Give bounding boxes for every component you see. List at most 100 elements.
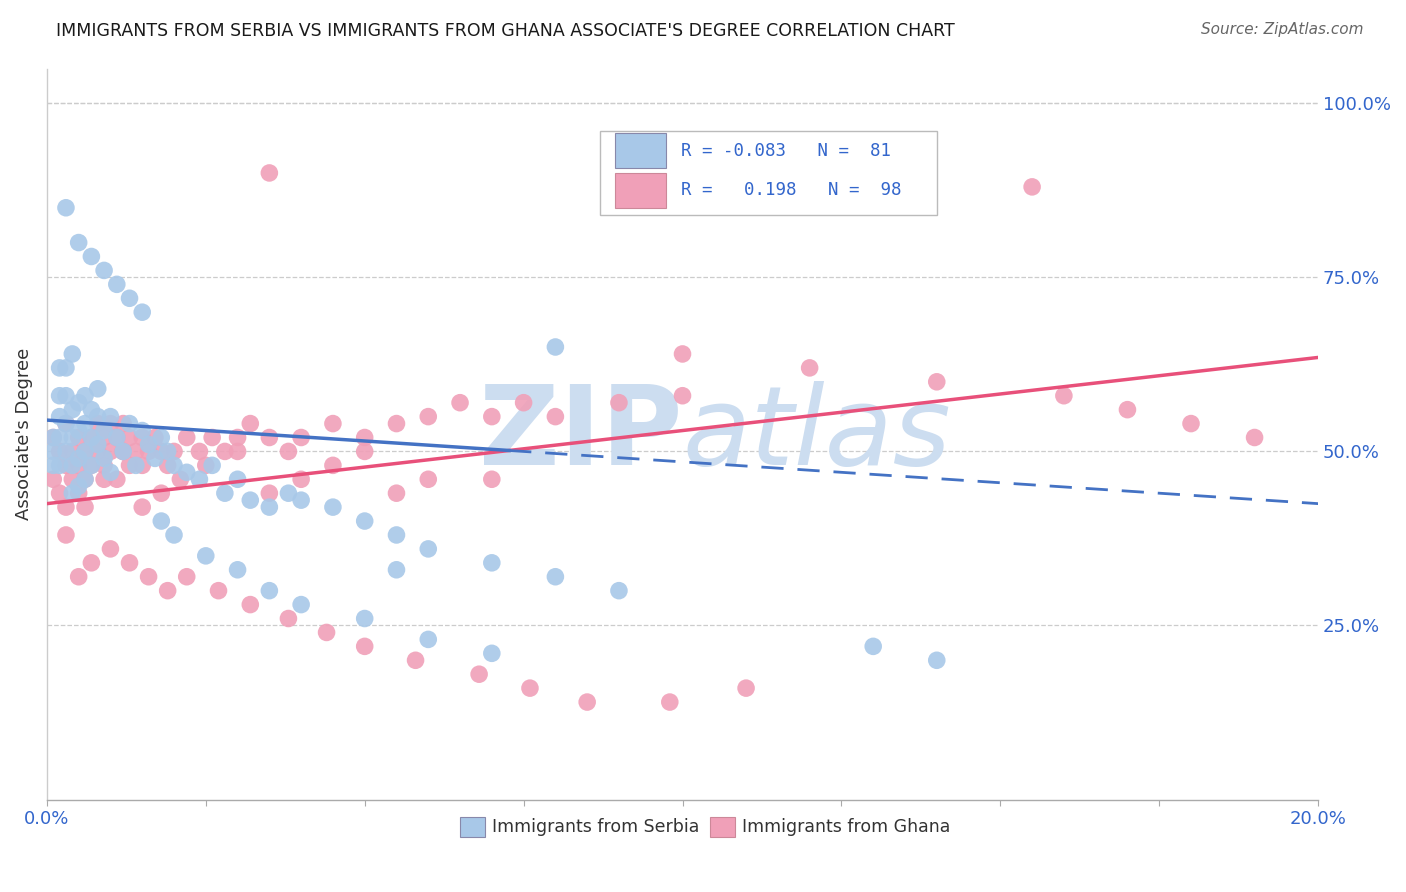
Point bbox=[188, 472, 211, 486]
Point bbox=[385, 486, 408, 500]
Point bbox=[163, 528, 186, 542]
Point bbox=[60, 430, 83, 444]
Text: ZIP: ZIP bbox=[479, 381, 682, 488]
Point bbox=[80, 458, 103, 473]
Point bbox=[60, 444, 83, 458]
Point bbox=[176, 430, 198, 444]
Point bbox=[100, 409, 122, 424]
Point bbox=[322, 500, 344, 515]
Point bbox=[201, 458, 224, 473]
Point bbox=[925, 653, 948, 667]
Point bbox=[48, 409, 70, 424]
Point bbox=[112, 444, 135, 458]
Point bbox=[544, 340, 567, 354]
Text: atlas: atlas bbox=[682, 381, 950, 488]
Point bbox=[353, 514, 375, 528]
Point bbox=[607, 395, 630, 409]
Point bbox=[143, 451, 166, 466]
Point bbox=[862, 640, 884, 654]
Point bbox=[118, 291, 141, 305]
Point bbox=[512, 395, 534, 409]
Point bbox=[385, 563, 408, 577]
Point bbox=[67, 486, 90, 500]
Point bbox=[290, 430, 312, 444]
Point bbox=[259, 166, 281, 180]
Point bbox=[150, 444, 173, 458]
Point bbox=[80, 430, 103, 444]
Point bbox=[87, 437, 110, 451]
Point bbox=[671, 389, 693, 403]
Point bbox=[259, 486, 281, 500]
Point bbox=[156, 458, 179, 473]
Point bbox=[353, 640, 375, 654]
Point bbox=[87, 444, 110, 458]
Point bbox=[67, 479, 90, 493]
Point bbox=[226, 472, 249, 486]
Point bbox=[1021, 179, 1043, 194]
Y-axis label: Associate's Degree: Associate's Degree bbox=[15, 348, 32, 520]
Point bbox=[481, 472, 503, 486]
Point bbox=[60, 402, 83, 417]
Text: Immigrants from Serbia: Immigrants from Serbia bbox=[492, 818, 699, 836]
Point bbox=[519, 681, 541, 695]
Point bbox=[481, 646, 503, 660]
Point bbox=[418, 472, 440, 486]
Point bbox=[93, 458, 115, 473]
Point bbox=[277, 486, 299, 500]
Point bbox=[131, 430, 153, 444]
Point bbox=[925, 375, 948, 389]
Point bbox=[1180, 417, 1202, 431]
Point bbox=[156, 444, 179, 458]
Point bbox=[418, 541, 440, 556]
Text: Source: ZipAtlas.com: Source: ZipAtlas.com bbox=[1201, 22, 1364, 37]
Point bbox=[226, 563, 249, 577]
Text: R =   0.198   N =  98: R = 0.198 N = 98 bbox=[682, 181, 901, 200]
Point bbox=[799, 360, 821, 375]
Point bbox=[118, 556, 141, 570]
Point bbox=[73, 444, 96, 458]
FancyBboxPatch shape bbox=[616, 134, 666, 169]
Point bbox=[112, 444, 135, 458]
Point bbox=[735, 681, 758, 695]
Point bbox=[93, 424, 115, 438]
Point bbox=[55, 417, 77, 431]
Point bbox=[150, 514, 173, 528]
Point bbox=[290, 493, 312, 508]
Point bbox=[315, 625, 337, 640]
Point bbox=[290, 472, 312, 486]
Point bbox=[55, 500, 77, 515]
Point bbox=[105, 430, 128, 444]
Point bbox=[156, 583, 179, 598]
Point bbox=[55, 444, 77, 458]
Point bbox=[67, 235, 90, 250]
Point bbox=[42, 430, 65, 444]
Point bbox=[112, 444, 135, 458]
Point bbox=[1116, 402, 1139, 417]
Point bbox=[131, 305, 153, 319]
Point bbox=[131, 458, 153, 473]
Point bbox=[105, 430, 128, 444]
Point bbox=[67, 451, 90, 466]
Point bbox=[671, 347, 693, 361]
Point bbox=[73, 417, 96, 431]
FancyBboxPatch shape bbox=[600, 130, 936, 215]
Point bbox=[468, 667, 491, 681]
Point bbox=[55, 360, 77, 375]
FancyBboxPatch shape bbox=[616, 173, 666, 208]
Point bbox=[239, 417, 262, 431]
Text: Immigrants from Ghana: Immigrants from Ghana bbox=[742, 818, 950, 836]
Point bbox=[42, 444, 65, 458]
Point bbox=[163, 458, 186, 473]
Point bbox=[131, 424, 153, 438]
Point bbox=[259, 500, 281, 515]
Point bbox=[118, 458, 141, 473]
Point bbox=[322, 458, 344, 473]
Point bbox=[353, 444, 375, 458]
Point bbox=[48, 430, 70, 444]
Point bbox=[544, 409, 567, 424]
Point bbox=[150, 430, 173, 444]
Point bbox=[55, 201, 77, 215]
Point bbox=[55, 389, 77, 403]
Point bbox=[80, 458, 103, 473]
Point bbox=[67, 395, 90, 409]
